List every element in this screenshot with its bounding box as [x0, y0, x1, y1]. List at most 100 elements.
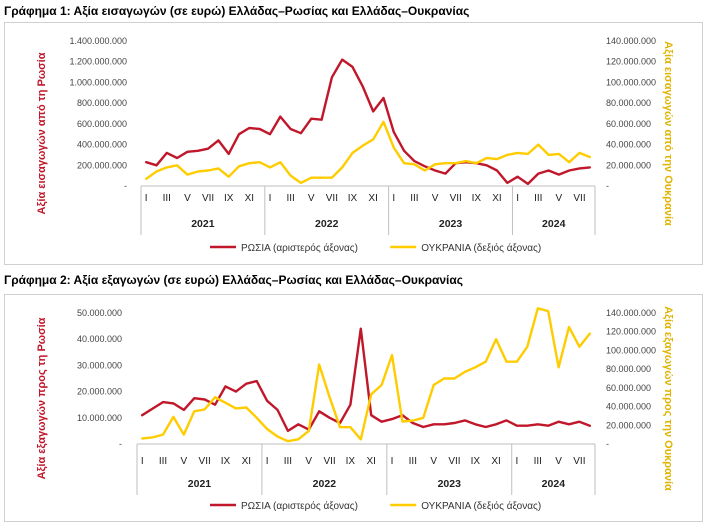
x-month-tick-label: I — [266, 456, 269, 467]
y-left-tick-label: 1.400.000.000 — [69, 36, 127, 46]
y-left-tick-label: 200.000.000 — [77, 160, 127, 170]
x-month-tick-label: XI — [245, 193, 254, 204]
chart-2-box: - 10.000.000 20.000.000 30.000.000 40.000.00… — [4, 294, 703, 522]
y-left-tick-label: 1.200.000.000 — [69, 57, 127, 67]
x-month-tick-label: IX — [346, 456, 356, 467]
y-right-tick-label: - — [606, 439, 609, 449]
legend-label-ukraine: ΟΥΚΡΑΝΙΑ (δεξιός άξονας) — [421, 500, 541, 512]
y-right-axis-title: Αξία εισαγωγών από την Ουκρανία — [662, 41, 674, 226]
x-month-tick-label: VII — [573, 456, 585, 467]
x-month-tick-label: V — [305, 456, 312, 467]
y-right-tick-label: 40.000.000 — [606, 140, 651, 150]
x-year-label: 2023 — [438, 478, 462, 490]
y-right-tick-label: 80.000.000 — [606, 98, 651, 108]
y-right-tick-label: 80.000.000 — [606, 364, 651, 374]
y-right-axis-title: Αξία εξαγωγών προς την Ουκρανία — [662, 306, 674, 491]
x-year-label: 2022 — [313, 478, 337, 490]
x-month-tick-label: III — [284, 456, 292, 467]
x-month-tick-label: V — [308, 193, 315, 204]
series-line-russia — [140, 327, 591, 433]
x-month-tick-label: V — [556, 193, 563, 204]
y-right-tick-label: 100.000.000 — [606, 345, 656, 355]
x-month-tick-label: VII — [573, 193, 585, 204]
x-month-tick-label: III — [534, 193, 542, 204]
y-right-tick-label: 20.000.000 — [606, 420, 651, 430]
x-month-tick-label: VII — [450, 193, 462, 204]
x-month-tick-label: I — [516, 456, 519, 467]
series-line-ukraine — [144, 120, 591, 185]
x-month-tick-label: VII — [199, 456, 211, 467]
y-right-tick-label: 40.000.000 — [606, 402, 651, 412]
x-month-tick-label: VII — [326, 193, 338, 204]
y-right-tick-label: 60.000.000 — [606, 119, 651, 129]
x-month-tick-label: I — [141, 456, 144, 467]
legend-label-russia: ΡΩΣΙΑ (αριστερός άξονας) — [241, 242, 358, 254]
x-year-label: 2021 — [188, 478, 212, 490]
y-left-tick-label: 30.000.000 — [77, 360, 122, 370]
y-left-tick-label: - — [124, 181, 127, 191]
y-left-tick-label: 10.000.000 — [77, 413, 122, 423]
y-left-tick-label: 600.000.000 — [77, 119, 127, 129]
x-month-tick-label: VII — [202, 193, 214, 204]
y-right-tick-label: 100.000.000 — [606, 77, 656, 87]
x-month-tick-label: IX — [471, 456, 481, 467]
y-right-tick-label: 60.000.000 — [606, 383, 651, 393]
legend-label-ukraine: ΟΥΚΡΑΝΙΑ (δεξιός άξονας) — [421, 242, 541, 254]
y-left-tick-label: 40.000.000 — [77, 334, 122, 344]
x-month-tick-label: XI — [492, 193, 501, 204]
y-left-tick-label: 400.000.000 — [77, 140, 127, 150]
legend-label-russia: ΡΩΣΙΑ (αριστερός άξονας) — [241, 500, 358, 512]
y-left-tick-label: 50.000.000 — [77, 308, 122, 318]
x-month-tick-label: III — [409, 456, 417, 467]
x-month-tick-label: I — [516, 193, 519, 204]
x-month-tick-label: IX — [472, 193, 482, 204]
x-month-tick-label: VII — [323, 456, 335, 467]
x-month-tick-label: XI — [366, 456, 375, 467]
y-right-tick-label: - — [606, 181, 609, 191]
y-right-tick-label: 120.000.000 — [606, 327, 656, 337]
x-month-tick-label: I — [145, 193, 148, 204]
x-month-tick-label: I — [392, 193, 395, 204]
x-year-label: 2024 — [542, 218, 566, 230]
x-month-tick-label: IX — [348, 193, 358, 204]
x-month-tick-label: V — [181, 456, 188, 467]
x-year-label: 2021 — [191, 218, 215, 230]
y-left-tick-label: 1.000.000.000 — [69, 77, 127, 87]
y-left-tick-label: 20.000.000 — [77, 387, 122, 397]
x-month-tick-label: IX — [221, 456, 231, 467]
y-right-tick-label: 140.000.000 — [606, 36, 656, 46]
series-line-ukraine — [140, 307, 591, 443]
y-left-axis-title: Αξία εξαγωγών προς τη Ρωσία — [36, 317, 48, 479]
x-year-label: 2022 — [315, 218, 339, 230]
x-month-tick-label: V — [555, 456, 562, 467]
y-right-tick-label: 120.000.000 — [606, 57, 656, 67]
x-month-tick-label: VII — [448, 456, 460, 467]
x-month-tick-label: XI — [491, 456, 500, 467]
y-right-tick-label: 20.000.000 — [606, 160, 651, 170]
x-month-tick-label: I — [391, 456, 394, 467]
y-left-tick-label: 800.000.000 — [77, 98, 127, 108]
x-year-label: 2023 — [439, 218, 463, 230]
x-month-tick-label: XI — [242, 456, 251, 467]
x-month-tick-label: III — [159, 456, 167, 467]
x-month-tick-label: V — [432, 193, 439, 204]
y-left-tick-label: - — [119, 439, 122, 449]
chart-1-title: Γράφημα 1: Αξία εισαγωγών (σε ευρώ) Ελλά… — [4, 4, 470, 18]
chart-2-plot: - 10.000.000 20.000.000 30.000.000 40.000.00… — [36, 306, 674, 512]
chart-1-plot: - 200.000.000 400.000.000 600.000.000 800.00… — [36, 36, 674, 254]
series-line-russia — [144, 58, 591, 186]
x-month-tick-label: I — [269, 193, 272, 204]
x-month-tick-label: III — [410, 193, 418, 204]
y-right-tick-label: 140.000.000 — [606, 308, 656, 318]
x-month-tick-label: III — [534, 456, 542, 467]
x-month-tick-label: V — [430, 456, 437, 467]
x-year-label: 2024 — [542, 478, 566, 490]
y-left-axis-title: Αξία εισαγωγών από τη Ρωσία — [36, 52, 48, 214]
x-month-tick-label: III — [163, 193, 171, 204]
x-month-tick-label: IX — [224, 193, 234, 204]
chart-2-title: Γράφημα 2: Αξία εξαγωγών (σε ευρώ) Ελλάδ… — [4, 273, 464, 287]
x-month-tick-label: XI — [368, 193, 377, 204]
x-month-tick-label: V — [184, 193, 191, 204]
x-month-tick-label: III — [286, 193, 294, 204]
chart-1-box: - 200.000.000 400.000.000 600.000.000 800.00… — [4, 22, 703, 265]
